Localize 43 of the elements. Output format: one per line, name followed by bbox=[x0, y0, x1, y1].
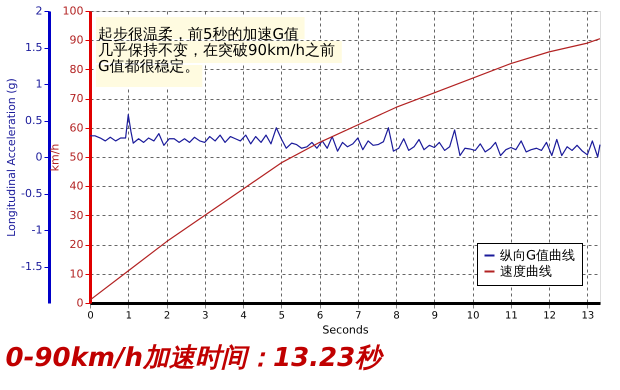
text: 0-90km/h加速时间：13.23秒 bbox=[6, 343, 386, 373]
y2-tick-label: 20 bbox=[70, 238, 84, 252]
x-tick-label: 4 bbox=[240, 310, 247, 322]
y2-tick-label: 60 bbox=[70, 121, 84, 134]
y2-tick-label: 80 bbox=[70, 62, 84, 76]
x-tick-label: 2 bbox=[164, 310, 170, 322]
y2-tick-label: 10 bbox=[70, 267, 84, 280]
x-tick-label: 0 bbox=[87, 310, 94, 322]
y-tick-label: 1.5 bbox=[25, 41, 42, 54]
y-axis-title: Longitudinal Acceleration (g) bbox=[5, 78, 18, 237]
annotation: 几乎保持不变，在突破90km/h之前 bbox=[98, 41, 335, 59]
x-tick-label: 1 bbox=[126, 310, 132, 322]
annotation: G值都很稳定。 bbox=[98, 57, 200, 75]
y-tick-label: -1.5 bbox=[21, 260, 42, 273]
x-tick-label: 6 bbox=[316, 310, 324, 322]
x-tick-label: 5 bbox=[278, 310, 285, 322]
y-tick-label: 0 bbox=[36, 150, 42, 164]
x-tick-label: 7 bbox=[355, 310, 362, 322]
y-tick-label: 2 bbox=[36, 4, 42, 18]
y2-axis-title: km/h bbox=[48, 144, 62, 172]
line-series bbox=[89, 114, 601, 158]
annotation: 起步很温柔，前5秒的加速G值 bbox=[98, 25, 300, 43]
y2-tick-label: 90 bbox=[70, 34, 84, 47]
x-axis-title: Seconds bbox=[322, 324, 369, 336]
y2-tick-label: 100 bbox=[62, 4, 84, 18]
y-tick-label: 0.5 bbox=[25, 114, 42, 127]
y-tick-label: 1 bbox=[36, 78, 42, 90]
y-tick-label: -0.5 bbox=[21, 187, 42, 200]
x-tick-label: 9 bbox=[432, 310, 438, 322]
x-tick-label: 10 bbox=[466, 310, 480, 322]
x-tick-label: 8 bbox=[393, 310, 400, 322]
x-tick-label: 13 bbox=[582, 310, 594, 322]
y2-tick-label: 30 bbox=[70, 208, 84, 222]
legend-label: 纵向G值曲线 bbox=[500, 248, 576, 264]
legend-label: 速度曲线 bbox=[500, 264, 552, 280]
y2-tick-label: 70 bbox=[70, 92, 84, 106]
y2-tick-label: 0 bbox=[76, 296, 84, 310]
x-tick-label: 12 bbox=[543, 310, 556, 322]
x-tick-label: 3 bbox=[202, 310, 208, 322]
y-tick-label: -1 bbox=[32, 224, 42, 236]
y2-tick-label: 50 bbox=[70, 150, 84, 164]
x-tick-label: 11 bbox=[504, 310, 518, 322]
y2-tick-label: 40 bbox=[70, 180, 84, 193]
